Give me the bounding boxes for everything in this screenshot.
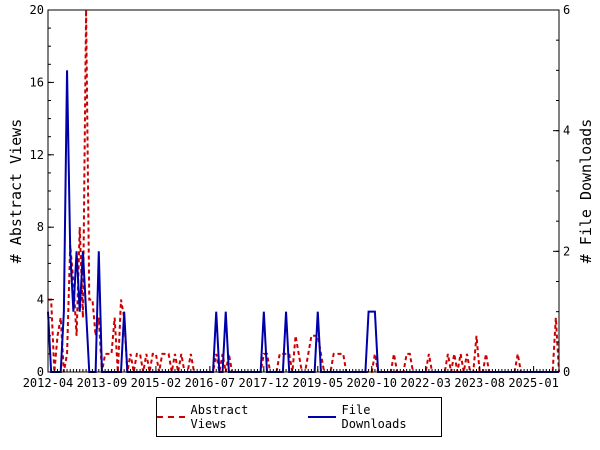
legend-item-abstract-views: Abstract Views <box>157 403 290 431</box>
plot-area <box>48 10 559 372</box>
x-tick-label: 2023-08 <box>454 376 505 390</box>
y-axis-title: # Abstract Views <box>7 119 25 264</box>
x-tick-label: 2019-05 <box>292 376 343 390</box>
y2-axis-title: # File Downloads <box>577 119 595 264</box>
x-tick-label: 2013-09 <box>77 376 128 390</box>
y-tick-label: 16 <box>30 75 44 89</box>
x-tick-label: 2020-10 <box>346 376 397 390</box>
y-tick-label: 12 <box>30 148 44 162</box>
y2-tick-label: 2 <box>563 244 570 258</box>
legend-swatch-file-downloads <box>308 416 336 418</box>
y-tick-label: 8 <box>37 220 44 234</box>
legend-swatch-abstract-views <box>157 416 185 418</box>
y2-tick-label: 6 <box>563 3 570 17</box>
y-axis-left: 0 4 8 12 16 20 <box>30 3 54 379</box>
y-tick-label: 4 <box>37 293 44 307</box>
x-tick-label: 2015-02 <box>131 376 182 390</box>
legend-label-abstract-views: Abstract Views <box>190 403 249 431</box>
legend-label-file-downloads: File Downloads <box>341 403 407 431</box>
x-tick-label: 2017-12 <box>239 376 290 390</box>
legend-item-file-downloads: File Downloads <box>308 403 441 431</box>
plot-frame <box>47 9 560 373</box>
y2-tick-label: 0 <box>563 365 570 379</box>
x-axis: 2012-04 2013-09 2015-02 2016-07 2017-12 2019-… <box>23 366 560 390</box>
y-tick-label: 0 <box>37 365 44 379</box>
legend: Abstract Views File Downloads <box>156 397 442 437</box>
x-tick-label: 2012-04 <box>23 376 74 390</box>
y2-tick-label: 4 <box>563 124 570 138</box>
x-tick-label: 2016-07 <box>185 376 236 390</box>
x-tick-label: 2025-01 <box>508 376 559 390</box>
y-tick-label: 20 <box>30 3 44 17</box>
x-tick-label: 2022-03 <box>400 376 451 390</box>
